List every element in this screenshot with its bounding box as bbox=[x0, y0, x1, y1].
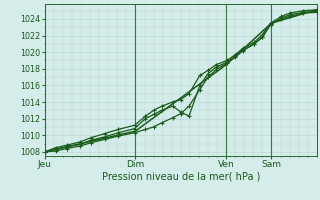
X-axis label: Pression niveau de la mer( hPa ): Pression niveau de la mer( hPa ) bbox=[102, 172, 260, 182]
